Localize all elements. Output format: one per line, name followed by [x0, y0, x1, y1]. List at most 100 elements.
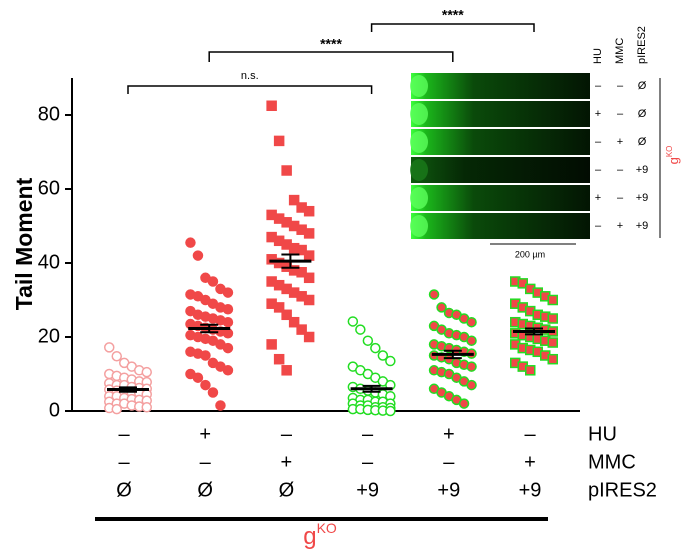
- data-point: [430, 290, 439, 299]
- inset-row-value: –: [595, 136, 602, 148]
- comet-head: [410, 131, 428, 153]
- data-point: [223, 288, 232, 297]
- comet-head: [410, 215, 428, 237]
- data-point: [275, 355, 284, 364]
- data-point: [223, 344, 232, 353]
- significance-label: ****: [442, 7, 464, 23]
- condition-value: –: [118, 423, 130, 445]
- inset-row-value: –: [595, 220, 602, 232]
- data-point: [208, 388, 217, 397]
- condition-label: MMC: [588, 451, 636, 473]
- inset-column-header: MMC: [614, 38, 626, 64]
- inset-row-value: –: [617, 80, 624, 92]
- data-point: [386, 357, 395, 366]
- inset-row-value: –: [595, 164, 602, 176]
- data-point: [223, 305, 232, 314]
- data-point: [305, 229, 314, 238]
- data-point: [460, 399, 469, 408]
- inset-row-value: +: [617, 220, 623, 232]
- data-point: [223, 329, 232, 338]
- data-point: [356, 325, 365, 334]
- data-point: [305, 207, 314, 216]
- inset-group-label: gKO: [665, 146, 681, 165]
- data-point: [267, 101, 276, 110]
- data-point: [216, 401, 225, 410]
- condition-value: –: [524, 423, 536, 445]
- condition-value: –: [362, 423, 374, 445]
- data-point: [548, 296, 557, 305]
- condition-value: Ø: [279, 479, 295, 501]
- condition-value: –: [118, 451, 130, 473]
- y-tick-label: 80: [38, 103, 60, 125]
- inset-row-value: Ø: [638, 136, 647, 148]
- data-point: [105, 343, 114, 352]
- significance-label: ****: [320, 36, 342, 52]
- comet-image: [411, 185, 590, 211]
- inset-column-header: HU: [592, 48, 604, 64]
- comet-image: [411, 157, 590, 183]
- data-point: [467, 362, 476, 371]
- data-point: [201, 351, 210, 360]
- data-point: [112, 405, 121, 414]
- condition-value: –: [443, 451, 455, 473]
- data-point: [467, 336, 476, 345]
- data-point: [548, 355, 557, 364]
- data-point: [223, 318, 232, 327]
- data-point: [142, 403, 151, 412]
- data-point: [305, 296, 314, 305]
- condition-label: pIRES2: [588, 479, 657, 501]
- data-point: [371, 344, 380, 353]
- significance-bracket: [209, 52, 453, 62]
- data-point: [386, 407, 395, 416]
- y-tick-label: 60: [38, 177, 60, 199]
- y-tick-label: 40: [38, 251, 60, 273]
- data-point: [282, 366, 291, 375]
- condition-value: +9: [519, 479, 542, 501]
- condition-value: +: [524, 451, 536, 473]
- inset-row-value: +9: [636, 192, 649, 204]
- data-point: [193, 251, 202, 260]
- condition-label: HU: [588, 423, 617, 445]
- inset-row-value: +: [595, 192, 601, 204]
- comet-head: [410, 187, 428, 209]
- significance-label: n.s.: [241, 70, 259, 82]
- data-point: [112, 352, 121, 361]
- condition-value: +: [281, 451, 293, 473]
- comet-head: [410, 103, 428, 125]
- inset-row-value: +: [617, 136, 623, 148]
- group-label: gKO: [303, 520, 337, 550]
- data-point: [305, 273, 314, 282]
- data-point: [305, 333, 314, 342]
- y-tick-label: 0: [49, 399, 60, 421]
- data-point: [305, 251, 314, 260]
- comet-image: [411, 73, 590, 99]
- data-point: [348, 317, 357, 326]
- data-point: [363, 336, 372, 345]
- data-point: [467, 381, 476, 390]
- comet-image: [411, 129, 590, 155]
- data-point: [548, 338, 557, 347]
- y-tick-label: 20: [38, 325, 60, 347]
- comet-image: [411, 213, 590, 239]
- condition-value: +9: [437, 479, 460, 501]
- data-point: [526, 366, 535, 375]
- inset-row-value: –: [617, 108, 624, 120]
- condition-value: +: [443, 423, 455, 445]
- inset-row-value: Ø: [638, 80, 647, 92]
- significance-bracket: [372, 24, 534, 32]
- condition-value: Ø: [116, 479, 132, 501]
- inset-row-value: –: [595, 80, 602, 92]
- data-point: [186, 238, 195, 247]
- condition-value: –: [200, 451, 212, 473]
- condition-value: –: [281, 423, 293, 445]
- inset-column-header: pIRES2: [636, 26, 648, 64]
- y-axis-label: Tail Moment: [11, 177, 37, 310]
- significance-bracket: [128, 86, 372, 94]
- scale-bar-label: 200 µm: [515, 249, 545, 259]
- data-point: [142, 368, 151, 377]
- figure: Tail Moment gKO 200 µm gKO 0 20 40 60 80 n.s.…: [0, 0, 685, 550]
- inset-row-value: +9: [636, 220, 649, 232]
- condition-value: –: [362, 451, 374, 473]
- inset-row-value: Ø: [638, 108, 647, 120]
- inset-row-value: +9: [636, 164, 649, 176]
